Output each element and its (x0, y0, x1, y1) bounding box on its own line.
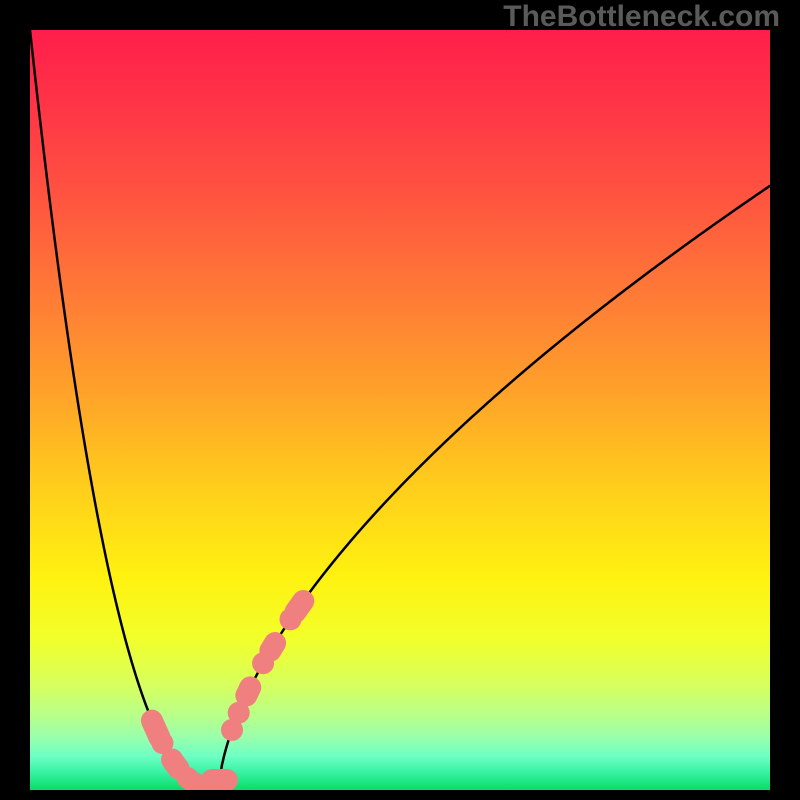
watermark: TheBottleneck.com (503, 0, 780, 34)
marker-capsule (270, 643, 275, 651)
gradient-background (30, 30, 770, 790)
chart-svg (30, 30, 770, 790)
plot-area (30, 30, 770, 790)
marker-capsule (246, 687, 250, 695)
marker-capsule (295, 601, 303, 612)
marker-capsule (173, 761, 178, 768)
